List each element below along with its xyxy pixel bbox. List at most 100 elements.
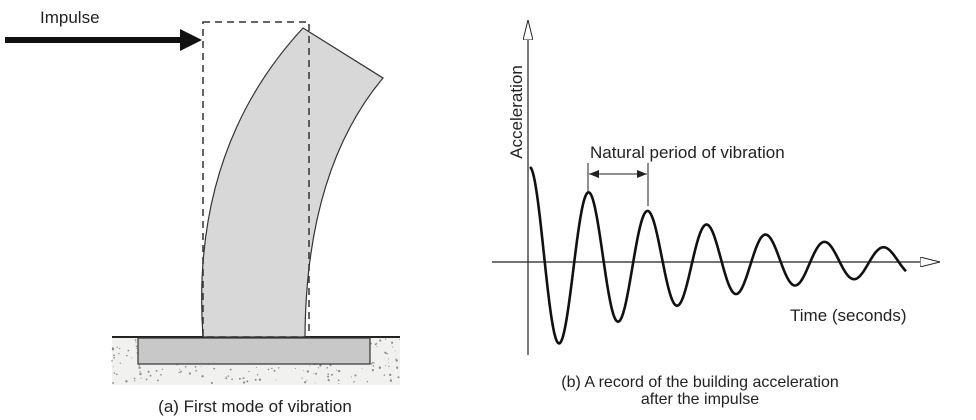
gravel-speck [391,342,393,344]
gravel-speck [338,370,340,372]
gravel-speck [201,366,202,367]
gravel-speck [244,378,245,379]
deformed-building [202,28,383,337]
gravel-speck [395,350,396,351]
foundation [138,338,370,364]
gravel-speck [243,381,245,383]
figure: Impulse (a) First mode of vibration Natu… [0,0,976,420]
gravel-speck [256,367,257,368]
gravel-speck [112,382,114,384]
gravel-speck [379,339,381,341]
gravel-speck [116,374,117,375]
gravel-speck [351,376,352,377]
gravel-speck [303,370,304,371]
gravel-speck [157,380,159,382]
gravel-speck [388,362,389,363]
gravel-speck [160,374,162,376]
gravel-speck [113,354,115,356]
gravel-speck [372,369,374,371]
gravel-speck [354,374,356,376]
gravel-speck [113,357,115,359]
gravel-speck [307,370,309,372]
gravel-speck [331,374,333,376]
gravel-speck [140,371,141,372]
gravel-speck [353,381,354,382]
gravel-speck [136,348,137,349]
gravel-speck [338,379,340,381]
gravel-speck [126,355,128,357]
gravel-speck [141,378,142,379]
gravel-speck [211,382,213,384]
gravel-speck [328,379,330,381]
gravel-speck [225,377,227,379]
gravel-speck [128,350,130,352]
gravel-speck [374,362,375,363]
gravel-speck [384,374,385,375]
gravel-speck [379,367,381,369]
gravel-speck [138,367,140,369]
gravel-speck [195,370,197,372]
x-axis-label: Time (seconds) [790,306,907,325]
gravel-speck [399,339,400,340]
gravel-speck [375,343,377,345]
gravel-speck [397,368,398,369]
gravel-speck [178,372,179,373]
gravel-speck [243,377,245,379]
gravel-speck [392,347,393,348]
gravel-speck [179,369,180,370]
gravel-speck [276,380,277,381]
period-label: Natural period of vibration [590,143,785,162]
gravel-speck [367,381,368,382]
gravel-speck [156,370,158,372]
gravel-speck [227,375,228,376]
caption-b: (b) A record of the building acceleratio… [561,374,839,391]
gravel-speck [384,352,386,354]
gravel-speck [125,380,127,382]
gravel-speck [315,373,317,375]
gravel-speck [388,366,389,367]
gravel-speck [313,373,314,374]
gravel-speck [230,369,232,371]
gravel-speck [117,347,118,348]
gravel-speck [371,343,372,344]
gravel-speck [134,378,136,380]
caption-a: (a) First mode of vibration [158,397,352,416]
gravel-speck [302,378,303,379]
gravel-speck [135,339,137,341]
gravel-speck [278,367,279,368]
gravel-speck [386,353,388,355]
gravel-speck [201,375,203,377]
gravel-speck [185,366,186,367]
gravel-speck [148,371,150,373]
gravel-speck [309,365,310,366]
gravel-speck [136,346,138,348]
gravel-speck [390,379,391,380]
gravel-speck [112,348,114,350]
gravel-speck [268,369,270,371]
gravel-speck [180,371,182,373]
gravel-speck [259,379,261,381]
gravel-speck [139,365,140,366]
caption-b: after the impulse [641,391,759,408]
gravel-speck [257,374,258,375]
gravel-speck [315,383,316,384]
gravel-speck [213,368,215,370]
gravel-speck [131,357,132,358]
gravel-speck [372,362,373,363]
gravel-speck [327,373,329,375]
gravel-speck [195,366,197,368]
gravel-speck [231,378,233,380]
gravel-speck [306,380,307,381]
gravel-speck [398,376,400,378]
gravel-speck [114,372,116,374]
gravel-speck [246,380,248,382]
gravel-speck [338,383,339,384]
gravel-speck [371,363,373,365]
gravel-speck [388,358,389,359]
gravel-speck [255,379,257,381]
gravel-speck [304,381,306,383]
gravel-speck [396,359,398,361]
gravel-speck [146,379,148,381]
gravel-speck [336,370,337,371]
gravel-speck [134,380,135,381]
